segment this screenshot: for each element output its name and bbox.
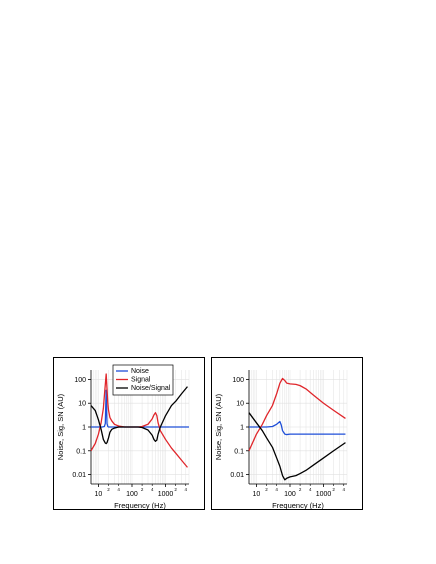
y-tick-label: 1 [240,425,244,432]
x-minor-tick-label: 2 [265,487,268,492]
x-axis-label: Frequency (Hz) [272,501,324,510]
y-tick-label: 10 [236,401,244,408]
chart-panel-left: 100 10 1 0.1 0.01 10 100 1000 2 4 2 4 2 4 Frequency (H… [53,357,205,510]
y-tick-label: 1 [82,425,86,432]
series-line-noise-signal [90,386,188,445]
x-minor-tick-label: 4 [151,487,154,492]
x-axis-label: Frequency (Hz) [114,501,166,510]
x-minor-tick-label: 2 [332,487,335,492]
x-tick-label: 100 [126,491,138,498]
x-minor-tick-label: 2 [141,487,144,492]
x-minor-tick-label: 4 [342,487,345,492]
x-minor-tick-label: 4 [275,487,278,492]
x-tick-label: 1000 [158,491,174,498]
x-minor-tick-label: 4 [117,487,120,492]
x-minor-tick-label: 4 [309,487,312,492]
x-minor-tick-label: 4 [184,487,187,492]
series-line-signal [248,377,346,452]
x-minor-tick-label: 2 [299,487,302,492]
series-line-noise [249,420,346,436]
x-tick-label: 1000 [316,491,332,498]
y-tick-label: 0.01 [230,472,244,479]
series-line-noise [91,389,189,428]
y-axis-label: Noise, Sig, SN (AU) [56,393,65,460]
legend-entry: Signal [131,377,151,384]
y-tick-label: 100 [74,377,86,384]
y-axis-label: Noise, Sig, SN (AU) [214,393,223,460]
y-tick-label: 0.1 [76,448,86,455]
y-tick-label: 100 [232,377,244,384]
x-tick-label: 100 [284,491,296,498]
x-minor-tick-label: 2 [174,487,177,492]
x-tick-label: 10 [253,491,261,498]
x-minor-tick-label: 2 [107,487,110,492]
y-tick-label: 0.1 [234,448,244,455]
legend-entry: Noise/Signal [131,385,171,392]
chart-panel-right: 100 10 1 0.1 0.01 10 100 1000 2 4 2 4 2 4 Frequency (H… [211,357,363,510]
x-tick-label: 10 [95,491,103,498]
y-tick-label: 0.01 [72,472,86,479]
legend-entry: Noise [131,368,149,375]
series-line-noise-signal [248,412,346,481]
y-tick-label: 10 [78,401,86,408]
